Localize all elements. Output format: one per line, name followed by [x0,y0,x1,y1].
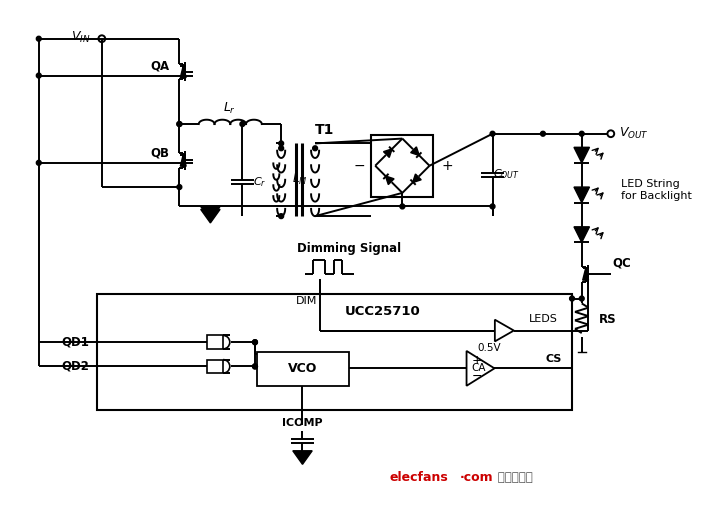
Text: QD1: QD1 [61,336,89,348]
Text: −: − [354,159,366,173]
Circle shape [279,146,284,150]
Polygon shape [293,451,312,464]
Polygon shape [383,149,392,158]
Circle shape [37,73,41,78]
Circle shape [312,146,317,150]
Circle shape [400,204,405,209]
Text: ICOMP: ICOMP [282,418,323,428]
Text: +: + [441,159,453,173]
Text: LEDS: LEDS [529,314,557,324]
Text: T1: T1 [315,123,334,137]
Bar [208,335,223,349]
Circle shape [279,214,284,219]
Circle shape [253,340,258,344]
Polygon shape [574,227,590,242]
Bar [371,135,433,197]
Text: UCC25710: UCC25710 [345,305,420,318]
Text: $V_{OUT}$: $V_{OUT}$ [618,126,649,141]
Text: $C_r$: $C_r$ [253,175,267,189]
Polygon shape [574,187,590,203]
Text: RS: RS [600,314,617,326]
Circle shape [37,161,41,165]
Polygon shape [385,176,394,185]
Polygon shape [201,210,220,223]
Text: ·com: ·com [460,472,494,484]
Polygon shape [180,66,186,77]
Polygon shape [413,174,421,183]
Circle shape [253,364,258,369]
Bar [208,360,223,373]
Text: 电子发烧友: 电子发烧友 [494,472,534,484]
Circle shape [569,296,574,301]
Polygon shape [583,269,588,280]
Text: QB: QB [151,146,170,160]
Circle shape [253,364,258,369]
Text: $V_{IN}$: $V_{IN}$ [71,30,90,45]
Circle shape [279,141,284,146]
Text: $L_r$: $L_r$ [223,101,237,116]
Text: $L_M$: $L_M$ [292,172,307,187]
Circle shape [490,131,495,136]
Text: −: − [471,370,482,383]
Text: QD2: QD2 [61,360,89,373]
Text: Dimming Signal: Dimming Signal [297,241,401,255]
Circle shape [240,122,245,126]
Circle shape [253,340,258,344]
Text: 0.5V: 0.5V [477,343,501,353]
Text: VCO: VCO [288,362,317,375]
Text: LED String
for Backlight: LED String for Backlight [621,179,691,201]
Text: QA: QA [150,60,170,72]
Circle shape [579,296,584,301]
Polygon shape [574,147,590,163]
Bar [257,352,349,386]
Bar [97,294,572,410]
Circle shape [177,185,182,189]
Circle shape [579,131,584,136]
Circle shape [490,204,495,209]
Polygon shape [411,147,419,156]
Circle shape [177,122,182,126]
Polygon shape [180,155,186,166]
Text: QC: QC [613,256,632,269]
Polygon shape [201,207,220,220]
Text: +: + [471,354,482,367]
Circle shape [177,122,182,126]
Circle shape [541,131,545,136]
Text: $C_{OUT}$: $C_{OUT}$ [493,168,519,181]
Circle shape [37,36,41,41]
Text: elecfans: elecfans [389,472,448,484]
Text: CA: CA [472,364,486,373]
Text: DIM: DIM [296,296,317,307]
Text: CS: CS [546,354,562,364]
